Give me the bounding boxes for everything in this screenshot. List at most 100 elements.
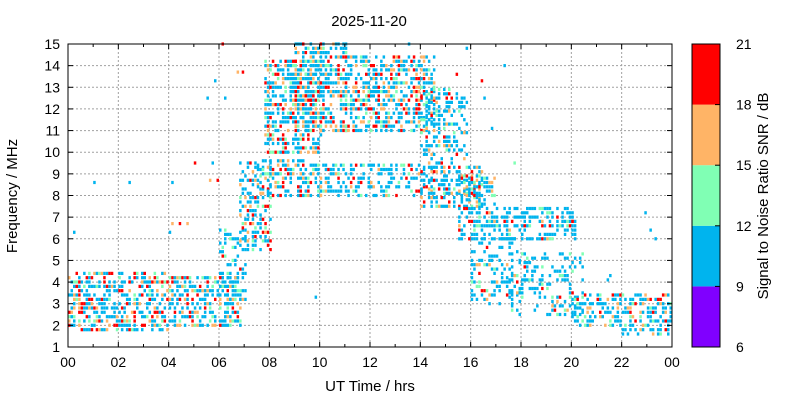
data-cell [629,323,632,327]
data-cell [322,163,325,167]
data-cell [113,315,116,319]
data-cell [523,278,526,282]
data-cell [125,323,129,327]
data-cell [289,81,292,85]
data-cell [312,167,315,172]
data-cell [448,135,451,139]
data-cell [432,68,436,72]
data-cell [307,107,310,111]
data-cell [536,265,539,269]
data-cell [365,103,368,107]
data-cell [176,289,179,293]
data-cell [276,141,280,146]
data-cell [385,103,388,107]
data-cell [616,319,620,323]
data-cell [161,284,164,288]
data-cell [309,107,313,111]
data-cell [463,96,466,100]
data-cell [437,187,441,191]
data-cell [337,72,340,76]
data-cell [420,68,423,72]
data-cell [206,280,209,284]
data-cell [266,90,270,94]
data-cell [430,90,433,94]
data-cell [387,120,391,124]
data-cell [294,81,297,85]
data-cell [219,293,222,297]
data-cell [269,183,272,187]
data-cell [254,230,257,234]
data-cell [586,319,589,323]
data-cell [468,165,471,169]
data-cell [269,111,272,115]
data-cell [191,284,194,288]
data-cell [236,276,240,280]
data-cell [322,94,325,98]
data-cell [314,146,318,150]
data-cell [430,72,433,76]
data-cell [375,193,378,198]
data-cell [163,293,167,297]
data-cell [568,286,572,291]
data-cell [375,68,378,72]
data-cell [337,128,340,133]
data-cell [422,116,426,120]
data-cell [266,98,270,102]
data-cell [281,98,285,102]
data-cell [329,120,333,124]
data-cell [516,224,519,228]
data-cell [380,172,383,176]
x-tick-label: 00 [664,354,680,370]
data-cell [435,100,438,104]
data-cell [279,124,282,128]
data-cell [322,189,325,193]
data-cell [156,310,159,314]
data-cell [664,306,667,310]
data-cell [493,224,496,228]
data-cell [108,284,111,288]
data-cell [503,280,506,284]
data-cell [483,180,486,185]
data-cell [171,222,174,226]
data-cell [75,284,78,288]
data-cell [556,299,559,304]
data-cell [510,219,514,223]
data-cell [261,204,265,208]
data-cell [475,185,479,189]
data-cell [478,271,481,275]
data-cell [563,274,567,278]
data-cell [490,211,494,215]
data-cell [412,55,416,59]
data-cell [548,224,552,228]
data-cell [153,323,157,327]
data-cell [475,165,479,169]
data-cell [299,98,302,102]
data-cell [470,211,474,215]
data-cell [186,297,189,301]
data-cell [473,185,476,189]
data-cell [510,302,514,306]
data-cell [365,128,368,133]
data-cell [510,265,514,269]
data-cell [626,306,630,310]
data-cell [98,315,101,319]
data-cell [269,81,272,85]
data-cell [488,263,491,267]
data-cell [73,297,76,301]
data-cell [254,226,257,230]
data-cell [281,68,285,72]
data-cell [604,310,607,314]
x-tick-label: 08 [262,354,278,370]
data-cell [241,187,245,191]
data-cell [284,137,287,141]
y-tick-label: 4 [52,274,60,290]
data-cell [594,315,597,319]
data-cell [543,237,547,241]
data-cell [349,98,353,102]
data-cell [435,96,438,100]
data-cell [430,196,433,200]
data-cell [470,293,474,297]
data-cell [420,64,423,68]
data-cell [649,297,652,301]
data-cell [264,235,267,239]
